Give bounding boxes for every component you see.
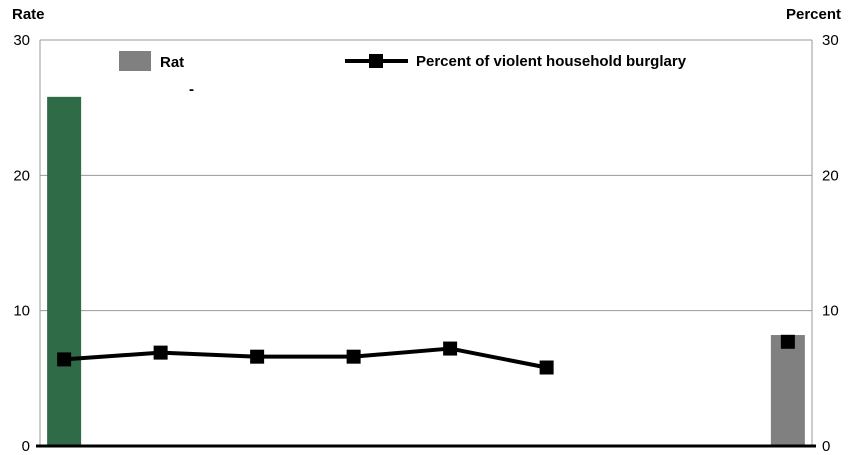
y-left-tick-label: 0 [22,438,30,455]
y-left-axis-title: Rate [12,6,45,23]
y-right-tick-label: 30 [822,32,839,49]
y-right-axis-title: Percent [785,6,841,23]
bar [770,335,805,446]
line-marker [780,334,795,349]
y-left-tick-label: 10 [13,303,30,320]
line-marker [443,341,458,356]
legend-fragment: - [189,81,194,98]
y-right-tick-label: 20 [822,167,839,184]
bar [47,96,82,446]
legend-label-bar: Rat [160,54,184,71]
y-right-tick-label: 0 [822,438,830,455]
legend-label-line: Percent of violent household burglary [416,53,687,70]
line-marker [250,349,265,364]
line-marker [346,349,361,364]
legend-swatch-bar [119,51,151,71]
y-left-tick-label: 20 [13,167,30,184]
line-marker [153,345,168,360]
y-right-tick-label: 10 [822,303,839,320]
line-marker [539,360,554,375]
line-series [63,346,548,370]
legend-swatch-marker [369,54,383,68]
y-left-tick-label: 30 [13,32,30,49]
line-marker [57,352,72,367]
